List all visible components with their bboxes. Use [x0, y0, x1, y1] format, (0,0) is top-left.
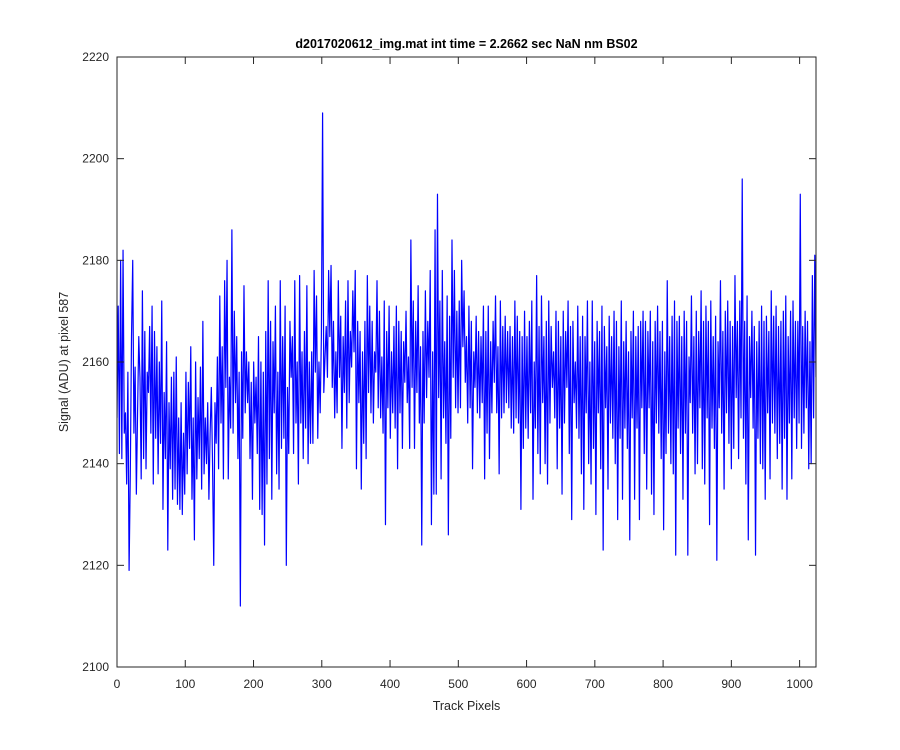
y-tick-label: 2160 [82, 355, 109, 369]
x-tick-label: 700 [585, 677, 605, 691]
x-tick-label: 500 [448, 677, 468, 691]
x-tick-label: 0 [114, 677, 121, 691]
x-tick-label: 800 [653, 677, 673, 691]
y-tick-label: 2100 [82, 660, 109, 674]
x-tick-label: 400 [380, 677, 400, 691]
x-tick-label: 600 [517, 677, 537, 691]
series-layer [117, 112, 816, 607]
series-line-1 [117, 112, 816, 607]
y-axis-label: Signal (ADU) at pixel 587 [57, 292, 71, 432]
x-tick-label: 300 [312, 677, 332, 691]
y-tick-label: 2140 [82, 457, 109, 471]
x-tick-label: 200 [244, 677, 264, 691]
x-tick-label: 1000 [786, 677, 813, 691]
y-tick-label: 2200 [82, 152, 109, 166]
x-tick-label: 900 [721, 677, 741, 691]
y-tick-label: 2120 [82, 558, 109, 572]
chart-title: d2017020612_img.mat int time = 2.2662 se… [295, 37, 637, 51]
x-axis-ticks: 0 100 200 300 400 500 600 700 800 900 1000 [114, 57, 813, 691]
x-axis-label: Track Pixels [433, 699, 501, 713]
y-tick-label: 2220 [82, 50, 109, 64]
y-tick-label: 2180 [82, 253, 109, 267]
x-tick-label: 100 [175, 677, 195, 691]
y-axis-ticks: 2100 2120 2140 2160 2180 2200 2220 [82, 50, 816, 674]
